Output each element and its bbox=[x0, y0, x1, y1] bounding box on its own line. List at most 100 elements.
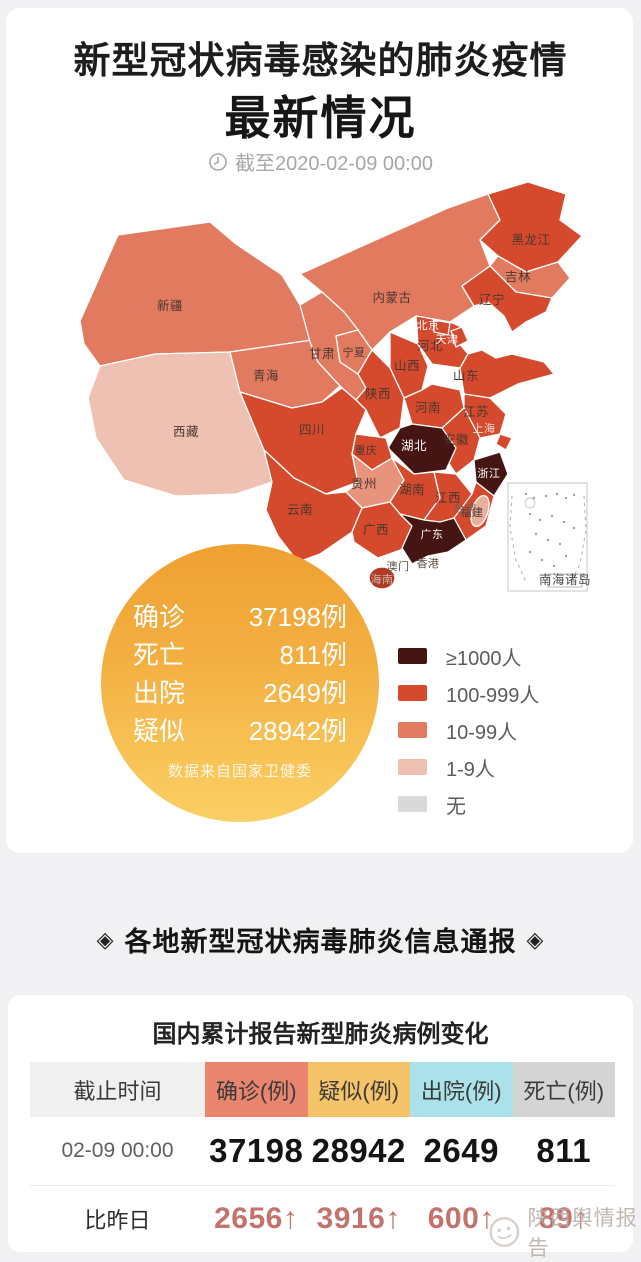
province-labels: 黑龙江 吉林 辽宁 内蒙古 新疆 甘肃 宁夏 青海 陕西 山西 河北 北京 天津… bbox=[157, 233, 550, 586]
legend-swatch-100-999 bbox=[398, 685, 427, 701]
row-delta-deaths: 89↑ bbox=[512, 1185, 615, 1252]
legend-swatch-10-99 bbox=[398, 722, 427, 738]
label-tianjin: 天津 bbox=[436, 333, 459, 346]
province-tibet bbox=[87, 351, 273, 497]
legend-label: 100-999人 bbox=[446, 684, 540, 707]
legend-item: 10-99人 bbox=[398, 722, 539, 744]
label-shanxi: 山西 bbox=[394, 359, 420, 373]
legend-item: ≥1000人 bbox=[398, 648, 539, 670]
label-yunnan: 云南 bbox=[287, 502, 313, 517]
page-title-line2: 最新情况 bbox=[224, 92, 417, 144]
south-china-sea-inset: 南海诸岛 bbox=[507, 482, 591, 592]
diamond-ornament-left: ◈ bbox=[96, 926, 115, 952]
legend-swatch-none bbox=[398, 796, 427, 812]
row-delta-suspected: 3916↑ bbox=[307, 1185, 410, 1252]
province-beijing bbox=[433, 319, 451, 336]
watermark: 陕西舆情报告 bbox=[488, 1202, 641, 1262]
stat-label: 死亡 bbox=[133, 639, 186, 670]
stat-value: 28942例 bbox=[248, 715, 347, 746]
province-yunnan bbox=[263, 449, 363, 563]
section-title-row: ◈ 各地新型冠状病毒肺炎信息通报 ◈ bbox=[0, 920, 641, 959]
stat-row-suspected: 疑似 28942例 bbox=[133, 710, 347, 748]
label-ningxia: 宁夏 bbox=[343, 345, 366, 359]
legend-item: 100-999人 bbox=[398, 685, 539, 707]
label-anhui: 安徽 bbox=[443, 432, 469, 447]
diamond-ornament-right: ◈ bbox=[526, 926, 545, 952]
watermark-logo-icon bbox=[489, 1217, 520, 1247]
label-heilongjiang: 黑龙江 bbox=[511, 233, 550, 247]
stats-bubble: 确诊 37198例 死亡 811例 出院 2649例 疑似 28942例 数据来… bbox=[101, 544, 379, 822]
stat-value: 811例 bbox=[279, 639, 347, 670]
row-total-suspected: 28942 bbox=[311, 1132, 406, 1169]
label-tibet: 西藏 bbox=[173, 425, 199, 439]
col-header-suspected: 疑似(例) bbox=[307, 1062, 410, 1117]
label-taiwan: 台湾 bbox=[454, 501, 477, 515]
label-jiangxi: 江西 bbox=[435, 491, 461, 505]
province-liaoning bbox=[461, 265, 553, 333]
label-gansu: 甘肃 bbox=[309, 347, 335, 361]
stat-row-deaths: 死亡 811例 bbox=[133, 634, 347, 672]
legend-label: 1-9人 bbox=[446, 758, 495, 781]
stat-label: 出院 bbox=[133, 677, 186, 708]
inset-caption: 南海诸岛 bbox=[539, 572, 591, 587]
label-fujian: 福建 bbox=[461, 505, 484, 519]
legend-swatch-gte1000 bbox=[398, 648, 427, 664]
stat-row-discharged: 出院 2649例 bbox=[133, 672, 347, 710]
col-header-time: 截止时间 bbox=[30, 1062, 205, 1117]
province-guangdong bbox=[399, 513, 467, 565]
label-neimenggu: 内蒙古 bbox=[372, 290, 411, 305]
label-beijing: 北京 bbox=[417, 318, 440, 332]
clock-icon bbox=[209, 152, 227, 171]
stat-value: 37198例 bbox=[248, 601, 347, 632]
row-total-discharged: 2649 bbox=[423, 1132, 499, 1169]
label-guizhou: 贵州 bbox=[351, 477, 377, 491]
label-hainan: 海南 bbox=[371, 572, 394, 586]
stat-value: 2649例 bbox=[263, 677, 347, 708]
label-qinghai: 青海 bbox=[253, 368, 279, 383]
row-total-confirmed: 37198 bbox=[209, 1132, 304, 1169]
label-liaoning: 辽宁 bbox=[479, 292, 505, 307]
label-macau: 澳门 bbox=[387, 559, 410, 573]
row-total-time: 02-09 00:00 bbox=[61, 1139, 174, 1162]
map-legend: ≥1000人 100-999人 10-99人 1-9人 无 bbox=[398, 648, 539, 818]
province-hainan bbox=[368, 566, 396, 590]
table-card bbox=[8, 995, 633, 1252]
label-henan: 河南 bbox=[415, 400, 441, 415]
label-hunan: 湖南 bbox=[399, 482, 425, 497]
legend-label: 10-99人 bbox=[446, 721, 518, 744]
section-title: 各地新型冠状病毒肺炎信息通报 bbox=[124, 927, 517, 957]
timestamp-text: 截至2020-02-09 00:00 bbox=[235, 153, 433, 175]
label-jiangsu: 江苏 bbox=[463, 404, 489, 419]
stat-label: 确诊 bbox=[133, 601, 186, 632]
stat-row-confirmed: 确诊 37198例 bbox=[133, 596, 347, 634]
col-header-deaths: 死亡(例) bbox=[512, 1062, 615, 1117]
label-jilin: 吉林 bbox=[505, 270, 531, 284]
data-source-note: 数据来自国家卫健委 bbox=[167, 763, 312, 780]
legend-label: 无 bbox=[446, 795, 466, 818]
page-title-line1: 新型冠状病毒感染的肺炎疫情 bbox=[73, 40, 568, 81]
province-zhejiang bbox=[473, 451, 509, 497]
cases-table: 截止时间 确诊(例) 疑似(例) 出院(例) 死亡(例) 02-09 00:00… bbox=[30, 1062, 615, 1252]
province-shanghai bbox=[495, 433, 513, 451]
province-taiwan bbox=[470, 494, 490, 528]
label-guangxi: 广西 bbox=[363, 523, 389, 537]
label-shanghai: 上海 bbox=[473, 421, 496, 435]
province-shaanxi bbox=[355, 349, 405, 439]
label-xinjiang: 新疆 bbox=[157, 298, 183, 313]
col-header-discharged: 出院(例) bbox=[410, 1062, 513, 1117]
row-delta-label: 比昨日 bbox=[30, 1185, 205, 1252]
legend-item: 无 bbox=[398, 796, 539, 818]
province-xinjiang bbox=[79, 221, 313, 367]
timestamp-row: 截至2020-02-09 00:00 bbox=[0, 147, 641, 176]
province-tianjin bbox=[450, 326, 469, 348]
row-delta-confirmed: 2656↑ bbox=[205, 1185, 308, 1252]
label-hongkong: 香港 bbox=[417, 557, 440, 570]
table-title: 国内累计报告新型肺炎病例变化 bbox=[152, 1021, 489, 1048]
legend-swatch-1-9 bbox=[398, 759, 427, 775]
label-chongqing: 重庆 bbox=[355, 443, 378, 457]
label-zhejiang: 浙江 bbox=[478, 467, 501, 480]
label-hubei: 湖北 bbox=[401, 438, 427, 453]
row-total-deaths: 811 bbox=[536, 1132, 592, 1169]
label-shaanxi: 陕西 bbox=[365, 386, 391, 401]
label-shandong: 山东 bbox=[453, 369, 479, 383]
